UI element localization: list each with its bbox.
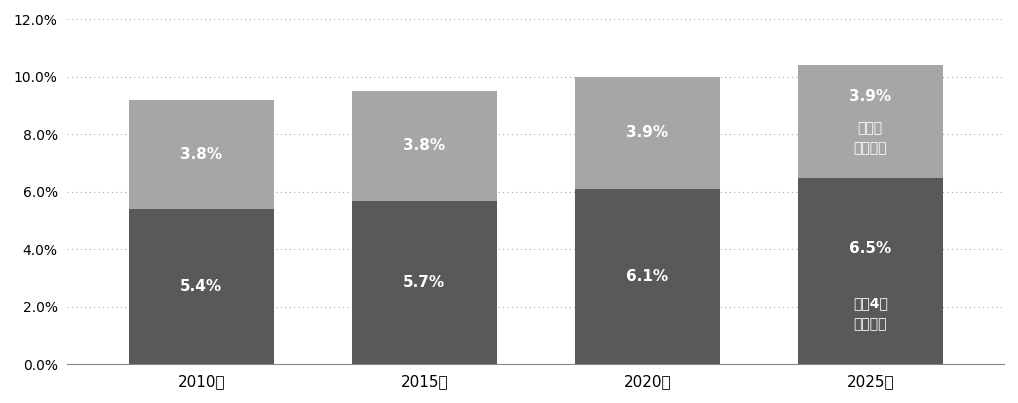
Bar xyxy=(575,77,720,189)
Bar xyxy=(575,189,720,364)
Bar xyxy=(798,65,943,177)
Bar xyxy=(352,201,497,364)
Bar xyxy=(798,177,943,364)
Text: 5.4%: 5.4% xyxy=(180,279,222,294)
Text: 3.8%: 3.8% xyxy=(403,138,445,154)
Bar xyxy=(352,91,497,201)
Bar xyxy=(129,100,274,209)
Text: 5.7%: 5.7% xyxy=(403,275,445,290)
Bar xyxy=(129,209,274,364)
Text: 6.5%: 6.5% xyxy=(849,241,892,256)
Text: 동서4축
주변지역: 동서4축 주변지역 xyxy=(853,297,888,331)
Text: 3.9%: 3.9% xyxy=(849,89,892,104)
Text: 3.8%: 3.8% xyxy=(180,147,222,162)
Text: 대상지
인근지역: 대상지 인근지역 xyxy=(853,121,887,156)
Text: 3.9%: 3.9% xyxy=(626,125,669,141)
Text: 6.1%: 6.1% xyxy=(626,269,669,284)
